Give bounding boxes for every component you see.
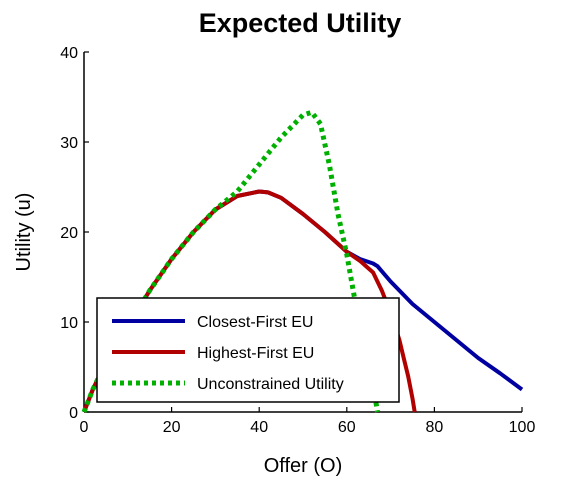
x-tick-label: 60	[338, 419, 356, 436]
axis-ticks: 0 20 40 60 80 100 0 10 20 30 40	[60, 45, 535, 436]
y-axis-label: Utility (u)	[13, 193, 35, 272]
y-tick-label: 40	[60, 45, 78, 62]
legend-label: Closest-First EU	[197, 314, 313, 331]
y-tick-label: 20	[60, 225, 78, 242]
x-tick-label: 20	[163, 419, 181, 436]
series-layer	[81, 109, 524, 413]
series-line-unconstrained-utility	[81, 109, 380, 413]
y-tick-label: 30	[60, 135, 78, 152]
chart-title: Expected Utility	[199, 8, 402, 38]
legend-entries: Closest-First EU Highest-First EU Unconstr…	[112, 314, 344, 393]
x-tick-label: 0	[80, 419, 89, 436]
x-axis-label: Offer (O)	[264, 455, 343, 477]
x-tick-label: 100	[509, 419, 536, 436]
y-tick-label: 0	[69, 405, 78, 422]
x-tick-label: 40	[250, 419, 268, 436]
y-tick-label: 10	[60, 315, 78, 332]
legend: Closest-First EU Highest-First EU Unconstr…	[96, 297, 400, 403]
legend-label: Unconstrained Utility	[197, 376, 344, 393]
legend-label: Highest-First EU	[197, 345, 314, 362]
x-tick-label: 80	[426, 419, 444, 436]
